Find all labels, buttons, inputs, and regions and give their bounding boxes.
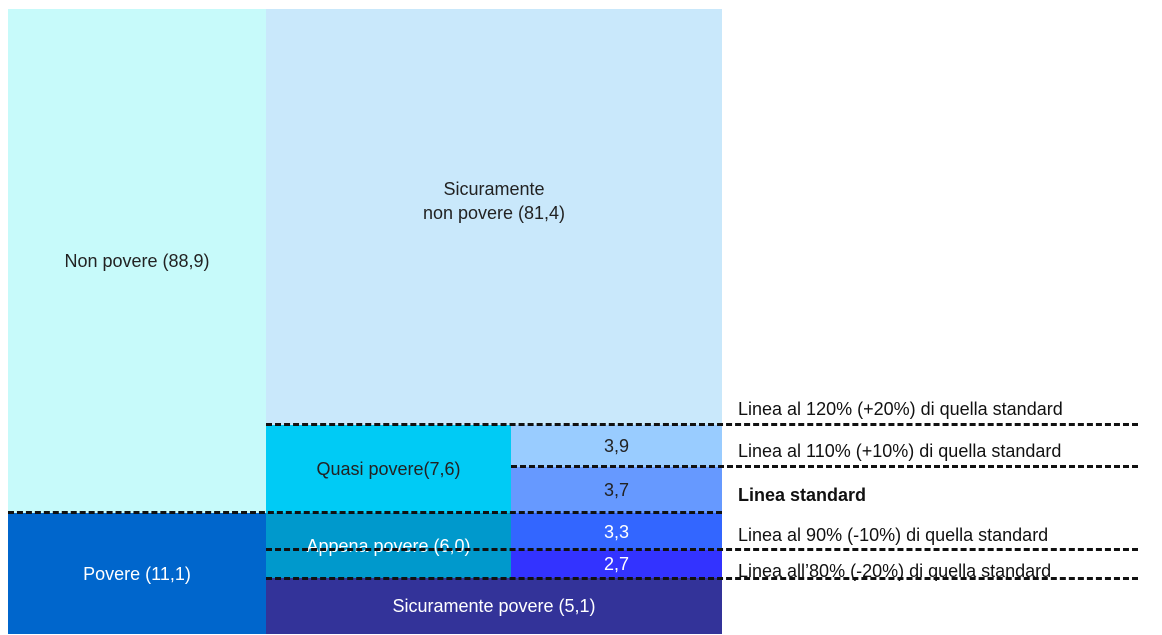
non-povere-label: Non povere (88,9) xyxy=(64,251,210,271)
appena-lower-segment: 2,7 xyxy=(511,550,722,578)
line-80-dash xyxy=(266,577,1138,580)
quasi-lower-segment: 3,7 xyxy=(511,467,722,513)
line-standard-dash xyxy=(8,511,722,514)
line-80-label: Linea all’80% (-20%) di quella standard xyxy=(738,561,1052,581)
quasi-povere-label: Quasi povere(7,6) xyxy=(316,459,461,479)
quasi-upper-segment: 3,9 xyxy=(511,425,722,467)
line-90-label: Linea al 90% (-10%) di quella standard xyxy=(738,525,1049,545)
line-120-label: Linea al 120% (+20%) di quella standard xyxy=(738,399,1063,419)
sicuramente-non-povere-block: Sicuramente non povere (81,4) xyxy=(266,9,722,425)
appena-povere-label: Appena povere (6,0) xyxy=(306,535,471,556)
line-110-dash xyxy=(511,465,1138,468)
appena-lower-value: 2,7 xyxy=(603,554,630,574)
sicuramente-povere-label: Sicuramente povere (5,1) xyxy=(392,596,596,616)
povere-block: Povere (11,1) xyxy=(8,513,266,634)
sicuramente-povere-block: Sicuramente povere (5,1) xyxy=(266,578,722,634)
appena-upper-segment: 3,3 xyxy=(511,513,722,550)
appena-upper-value: 3,3 xyxy=(603,521,630,542)
line-110-label: Linea al 110% (+10%) di quella standard xyxy=(738,441,1062,461)
line-standard-label: Linea standard xyxy=(738,485,867,505)
sicuramente-non-povere-label: Sicuramente non povere (81,4) xyxy=(422,179,566,223)
povere-label: Povere (11,1) xyxy=(83,563,191,584)
line-90-dash xyxy=(266,548,1138,551)
non-povere-block: Non povere (88,9) xyxy=(8,9,266,513)
quasi-upper-value: 3,9 xyxy=(603,436,630,456)
quasi-lower-value: 3,7 xyxy=(603,480,630,500)
line-120-dash xyxy=(266,423,1138,426)
quasi-povere-block: Quasi povere(7,6) xyxy=(266,425,511,513)
appena-povere-block: Appena povere (6,0) xyxy=(266,513,511,578)
